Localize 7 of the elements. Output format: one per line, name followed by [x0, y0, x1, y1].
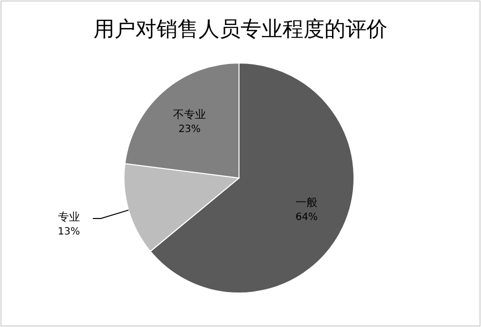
slice-label: 专业 [58, 210, 80, 224]
data-label: 23% [178, 124, 201, 135]
slice-label: 不专业 [173, 108, 206, 121]
slice-label: 一般 [296, 196, 318, 209]
data-label: 13% [58, 226, 80, 238]
chart-title: 用户对销售人员专业程度的评价 [94, 17, 388, 41]
data-label: 64% [296, 212, 318, 223]
